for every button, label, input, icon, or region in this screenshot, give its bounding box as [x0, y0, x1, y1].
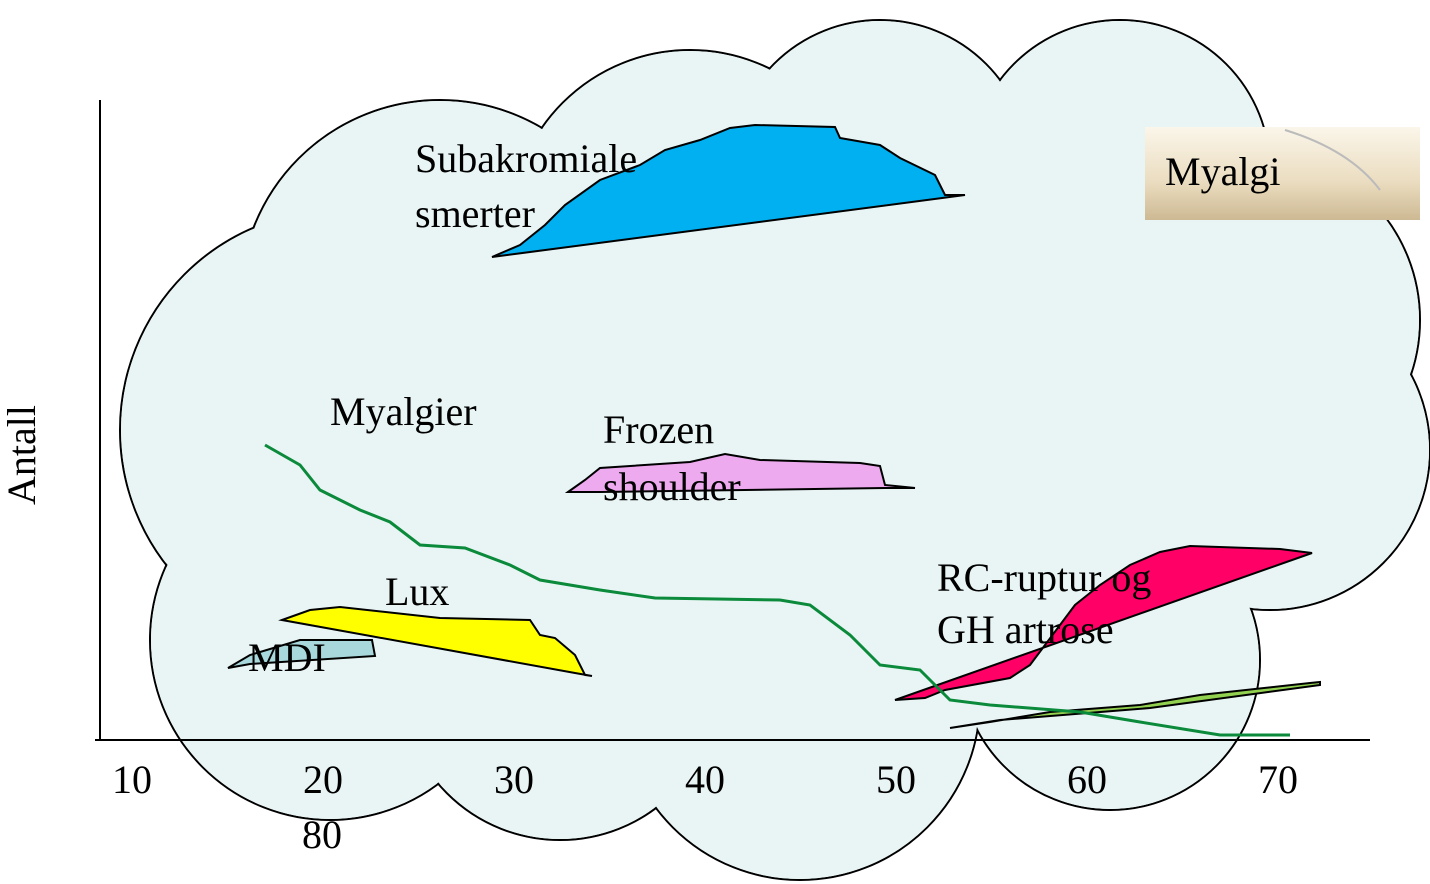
label: Lux [385, 569, 449, 614]
label: RC-ruptur og [937, 555, 1151, 600]
x-tick-label: 30 [494, 757, 534, 802]
x-tick-label: 50 [876, 757, 916, 802]
label: Frozen [603, 407, 714, 452]
y-axis-label: Antall [0, 405, 44, 505]
label: Myalgi [1165, 149, 1281, 194]
label: shoulder [603, 464, 741, 509]
label: smerter [415, 191, 535, 236]
x-tick-wrap: 80 [302, 812, 342, 857]
page: {"axis": {"y_label": "Antall", "x_ticks"… [0, 0, 1430, 884]
label: Myalgier [330, 389, 477, 434]
label: GH artrose [937, 607, 1114, 652]
label: Subakromiale [415, 136, 637, 181]
diagram: Antall 10 20 30 40 50 60 70 80 Subakromiale sm… [0, 0, 1430, 884]
x-tick-label: 40 [685, 757, 725, 802]
label: MDI [248, 635, 326, 680]
x-tick-label: 10 [112, 757, 152, 802]
x-tick-label: 70 [1258, 757, 1298, 802]
x-tick-label: 20 [303, 757, 343, 802]
x-tick-label: 60 [1067, 757, 1107, 802]
